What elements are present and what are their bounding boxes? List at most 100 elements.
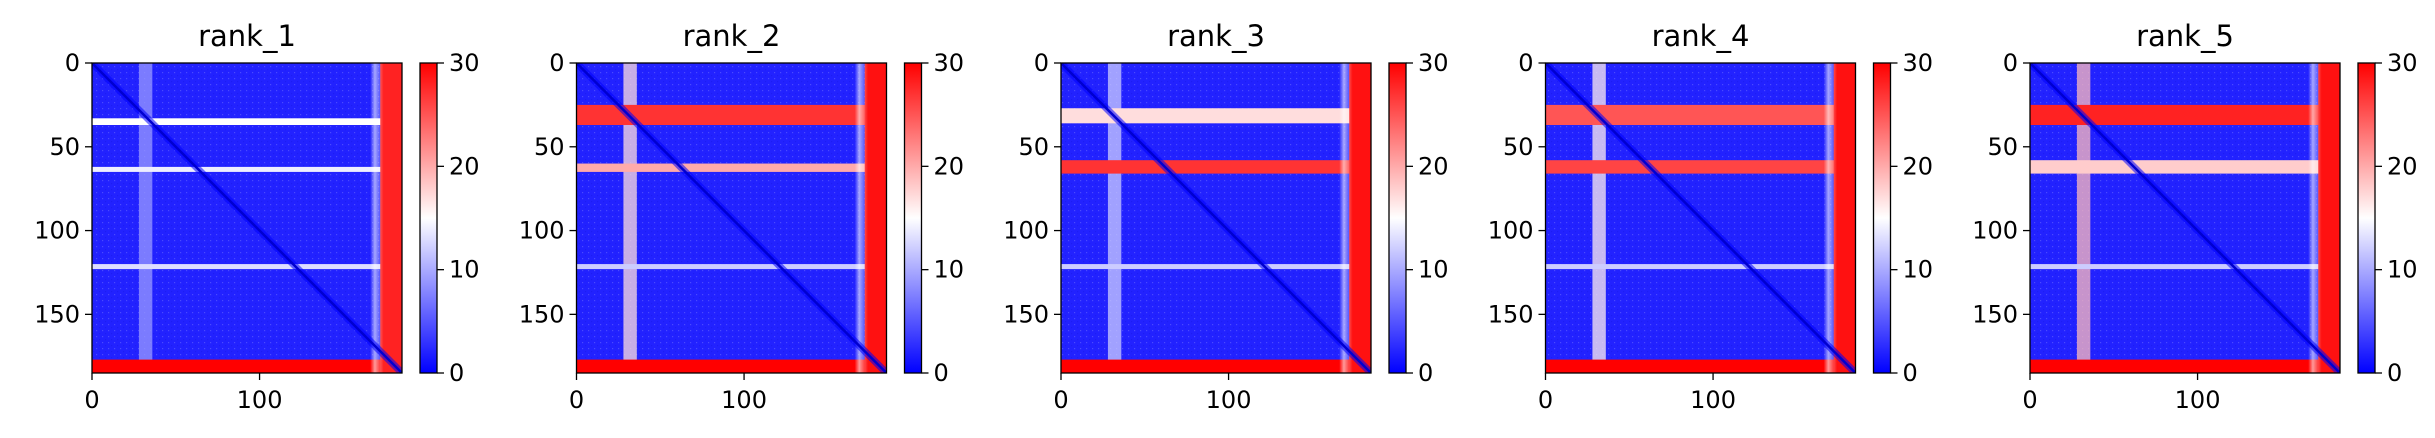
diagonal-line	[2030, 63, 2340, 373]
y-tick-label: 0	[65, 49, 80, 77]
vertical-band-1	[623, 63, 637, 373]
colorbar: 0 10 20 30	[1872, 49, 1934, 387]
x-tick-label: 100	[1690, 386, 1736, 414]
colorbar-tick-label: 10	[934, 256, 965, 284]
colorbar-tick-label: 10	[449, 256, 480, 284]
x-tick-label: 0	[84, 386, 99, 414]
y-tick-label: 100	[519, 217, 565, 245]
heatmap-panel-5: rank_5 0 100 0 50 100 150 0 10 20 30	[1972, 19, 2417, 414]
side-band-edge	[1339, 63, 1353, 373]
side-band	[2318, 63, 2340, 373]
side-band	[864, 63, 887, 373]
vertical-band-1	[1107, 63, 1122, 373]
axes-frame	[575, 62, 888, 374]
heatmap-panel-1: rank_1 0 100 0 50 100 150 0 10 20 30	[34, 19, 479, 414]
panel-title: rank_3	[1167, 19, 1265, 53]
axes-frame	[1544, 62, 1857, 374]
colorbar-tick-label: 20	[934, 152, 965, 180]
colorbar-gradient	[2358, 63, 2375, 373]
vertical-band-1	[138, 63, 153, 373]
x-tick-label: 0	[2022, 386, 2037, 414]
colorbar-tick-label: 20	[1903, 152, 1934, 180]
y-tick-label: 0	[549, 49, 564, 77]
y-tick-label: 150	[1003, 300, 1049, 328]
colorbar-tick-label: 30	[449, 49, 480, 77]
colorbar-tick-label: 10	[2387, 256, 2418, 284]
panel-title: rank_2	[683, 19, 781, 53]
horizontal-band-2	[92, 118, 402, 125]
colorbar-tick-label: 20	[1418, 152, 1449, 180]
horizontal-band-4	[2030, 264, 2340, 270]
colorbar-tick-label: 30	[1418, 49, 1449, 77]
horizontal-band-3	[1545, 160, 1856, 174]
side-band	[1349, 63, 1371, 373]
y-tick-label: 100	[1972, 217, 2018, 245]
axes-frame	[1060, 62, 1372, 374]
x-tick-label: 100	[721, 386, 767, 414]
y-tick-label: 100	[1488, 217, 1534, 245]
horizontal-band-3	[576, 163, 887, 172]
colorbar: 0 10 20 30	[1388, 49, 1449, 387]
diagonal-line	[1061, 63, 1371, 373]
heatmap-image	[1545, 63, 1856, 373]
panel-title: rank_1	[198, 19, 296, 53]
horizontal-band-4	[576, 264, 887, 270]
y-tick-label: 150	[1488, 300, 1534, 328]
colorbar-frame	[1872, 62, 1892, 374]
heatmap-image	[2030, 63, 2340, 373]
y-tick-label: 0	[1034, 49, 1049, 77]
y-tick-label: 150	[519, 300, 565, 328]
diagonal-line	[576, 63, 887, 373]
heatmap-panel-2: rank_2 0 100 0 50 100 150 0 10 20 30	[519, 19, 964, 414]
colorbar: 0 10 20 30	[2357, 49, 2418, 387]
axes-frame	[2029, 62, 2341, 374]
horizontal-band-1	[576, 359, 887, 373]
x-tick-label: 100	[237, 386, 283, 414]
x-tick-label: 0	[1538, 386, 1553, 414]
side-band-edge	[2308, 63, 2322, 373]
horizontal-band-2	[576, 104, 887, 125]
horizontal-band-1	[1061, 359, 1371, 373]
colorbar-gradient	[1389, 63, 1406, 373]
colorbar-tick-label: 10	[1903, 256, 1934, 284]
colorbar-frame	[903, 62, 923, 374]
side-band	[380, 63, 402, 373]
colorbar-gradient	[1873, 63, 1891, 373]
colorbar-tick-label: 30	[934, 49, 965, 77]
heatmap-panel-3: rank_3 0 100 0 50 100 150 0 10 20 30	[1003, 19, 1448, 414]
horizontal-band-2	[1061, 108, 1371, 124]
x-tick-label: 100	[2175, 386, 2221, 414]
y-tick-label: 50	[1987, 133, 2018, 161]
colorbar-tick-label: 30	[1903, 49, 1934, 77]
horizontal-band-3	[92, 166, 402, 172]
x-tick-label: 100	[1206, 386, 1252, 414]
horizontal-band-1	[92, 359, 402, 373]
vertical-band-1	[1592, 63, 1606, 373]
colorbar-frame	[2357, 62, 2376, 374]
colorbar-gradient	[904, 63, 922, 373]
vertical-band-1	[2076, 63, 2091, 373]
side-band	[1833, 63, 1856, 373]
heatmap-panel-4: rank_4 0 100 0 50 100 150 0 10 20 30	[1488, 19, 1933, 414]
y-tick-label: 150	[34, 300, 80, 328]
y-tick-label: 50	[1503, 133, 1534, 161]
y-tick-label: 50	[49, 133, 80, 161]
colorbar-tick-label: 0	[1418, 359, 1433, 387]
y-tick-label: 0	[2003, 49, 2018, 77]
horizontal-band-3	[2030, 160, 2340, 174]
y-tick-label: 0	[1518, 49, 1533, 77]
y-tick-label: 100	[1003, 217, 1049, 245]
panel-title: rank_4	[1652, 19, 1750, 53]
colorbar-tick-label: 0	[2387, 359, 2402, 387]
colorbar-frame	[1388, 62, 1407, 374]
heatmap-image	[92, 63, 402, 373]
horizontal-band-4	[92, 264, 402, 270]
colorbar-tick-label: 30	[2387, 49, 2418, 77]
panel-title: rank_5	[2136, 19, 2234, 53]
y-tick-label: 100	[34, 217, 80, 245]
colorbar: 0 10 20 30	[419, 49, 480, 387]
horizontal-band-3	[1061, 160, 1371, 174]
horizontal-band-2	[1545, 104, 1856, 125]
colorbar-frame	[419, 62, 438, 374]
